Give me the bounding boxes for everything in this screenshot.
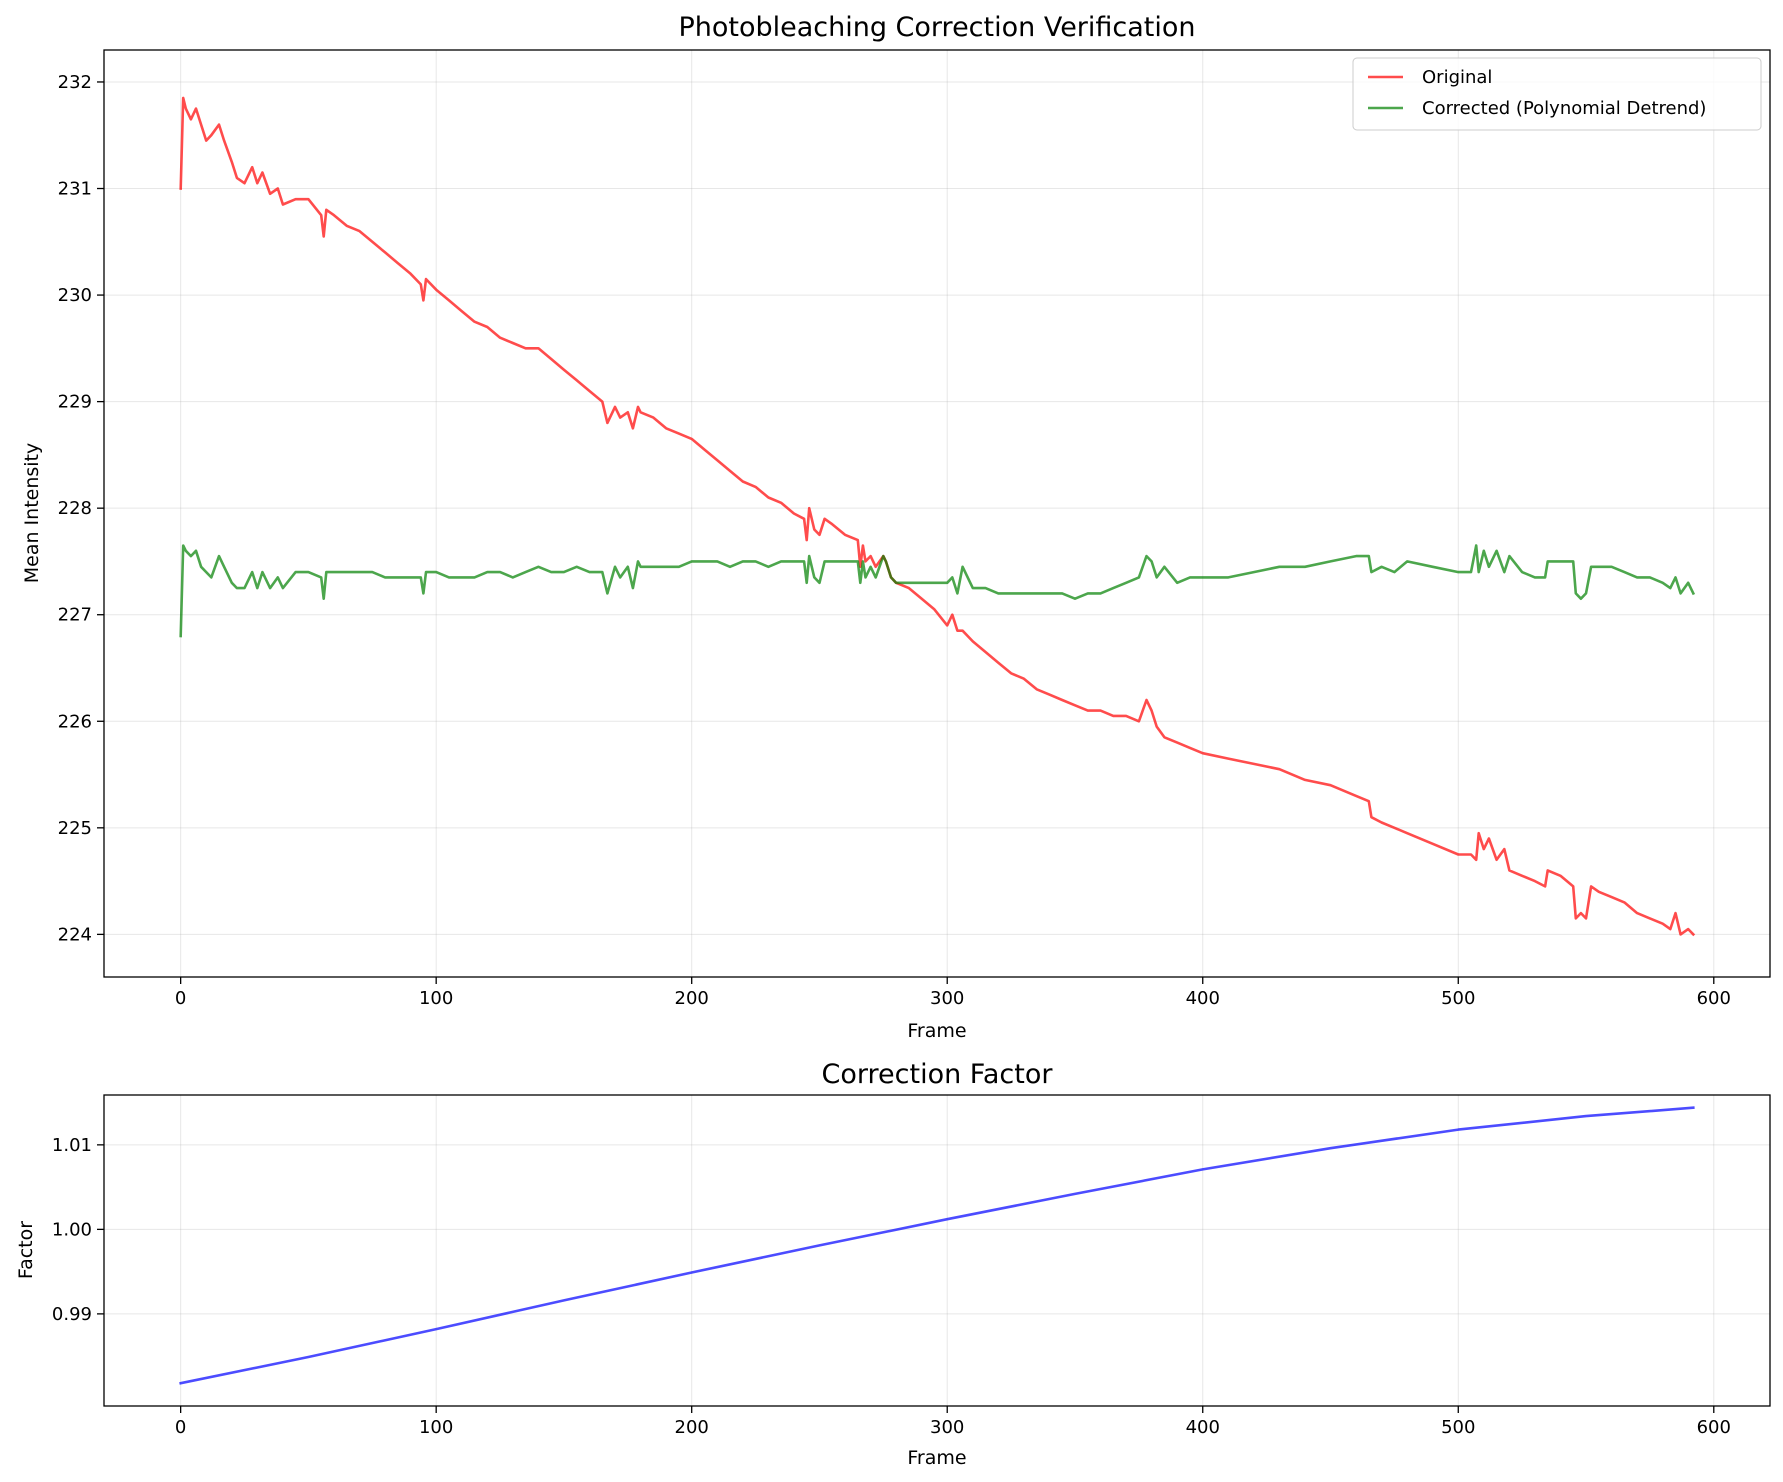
legend-label-original: Original <box>1422 67 1492 88</box>
intensity-chart-title: Photobleaching Correction Verification <box>678 12 1195 43</box>
y-tick-label: 226 <box>58 711 92 732</box>
y-tick-label: 0.99 <box>52 1304 92 1325</box>
x-tick-label: 600 <box>1697 988 1731 1009</box>
intensity-chart-series <box>179 96 1696 937</box>
y-tick-label: 229 <box>58 392 92 413</box>
x-tick-label: 200 <box>675 988 709 1009</box>
x-tick-label: 400 <box>1186 988 1220 1009</box>
legend-box <box>1352 57 1762 131</box>
x-tick-label: 400 <box>1186 1417 1220 1438</box>
y-tick-label: 1.01 <box>52 1135 92 1156</box>
series-line-corrected-polynomial-detrend <box>179 544 1696 638</box>
x-tick-label: 300 <box>930 1417 964 1438</box>
x-tick-label: 200 <box>675 1417 709 1438</box>
intensity-chart: Photobleaching Correction Verification 0… <box>21 12 1771 1042</box>
y-tick-label: 224 <box>58 924 92 945</box>
y-tick-label: 225 <box>58 818 92 839</box>
x-tick-label: 100 <box>419 988 453 1009</box>
x-tick-label: 600 <box>1697 1417 1731 1438</box>
x-tick-label: 0 <box>175 1417 186 1438</box>
correction-factor-chart: Correction Factor 0 100 200 300 400 500 600 0.9… <box>15 1059 1771 1469</box>
correction-factor-chart-y-axis-label: Factor <box>15 1221 37 1279</box>
correction-factor-chart-x-axis-label: Frame <box>907 1447 966 1469</box>
correction-factor-chart-series <box>179 1106 1695 1385</box>
intensity-chart-ticks: 0 100 200 300 400 500 600 224 225 226 227 228 229 230… <box>58 72 1731 1009</box>
correction-factor-chart-title: Correction Factor <box>822 1059 1054 1090</box>
correction-factor-chart-grid <box>104 1095 1770 1406</box>
x-tick-label: 0 <box>175 988 186 1009</box>
y-tick-label: 232 <box>58 72 92 93</box>
intensity-chart-legend: Original Corrected (Polynomial Detrend) <box>1352 57 1762 131</box>
intensity-chart-y-axis-label: Mean Intensity <box>21 443 43 584</box>
y-tick-label: 231 <box>58 179 92 200</box>
correction-factor-chart-ticks: 0 100 200 300 400 500 600 0.99 1.00 1.01 <box>52 1135 1731 1438</box>
x-tick-label: 300 <box>930 988 964 1009</box>
intensity-chart-plot-frame <box>103 49 1771 978</box>
series-line-original <box>179 96 1696 937</box>
y-tick-label: 230 <box>58 285 92 306</box>
x-tick-label: 100 <box>419 1417 453 1438</box>
intensity-chart-x-axis-label: Frame <box>907 1020 966 1042</box>
x-tick-label: 500 <box>1441 1417 1475 1438</box>
correction-factor-chart-plot-frame <box>103 1094 1771 1407</box>
legend-label-corrected: Corrected (Polynomial Detrend) <box>1422 98 1706 119</box>
y-tick-label: 228 <box>58 498 92 519</box>
y-tick-label: 1.00 <box>52 1219 92 1240</box>
y-tick-label: 227 <box>58 605 92 626</box>
series-line-series-0 <box>179 1106 1695 1385</box>
x-tick-label: 500 <box>1441 988 1475 1009</box>
